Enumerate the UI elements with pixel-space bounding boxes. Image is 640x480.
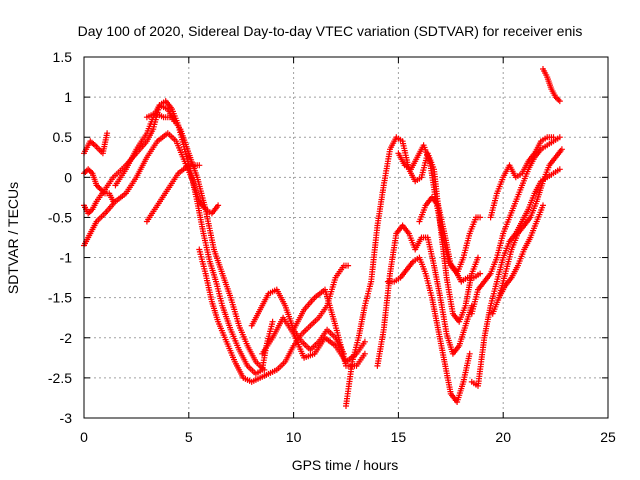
data-series bbox=[259, 314, 368, 365]
data-series bbox=[143, 110, 268, 373]
x-tick-label: 0 bbox=[80, 429, 88, 445]
x-tick-label: 15 bbox=[391, 429, 407, 445]
y-tick-label: -2.5 bbox=[48, 370, 72, 386]
data-marks-layer bbox=[81, 66, 565, 409]
data-series bbox=[487, 134, 557, 221]
data-point bbox=[477, 214, 484, 221]
data-series bbox=[374, 222, 475, 369]
data-point bbox=[475, 254, 481, 261]
data-point bbox=[555, 96, 562, 103]
data-point bbox=[261, 366, 268, 373]
y-tick-label: 0.5 bbox=[53, 129, 73, 145]
chart-title: Day 100 of 2020, Sidereal Day-to-day VTE… bbox=[78, 23, 583, 39]
y-tick-label: -2 bbox=[60, 330, 73, 346]
y-tick-label: 0 bbox=[64, 169, 72, 185]
x-tick-label: 25 bbox=[600, 429, 616, 445]
data-point bbox=[477, 270, 484, 277]
x-axis-label: GPS time / hours bbox=[292, 457, 399, 473]
y-tick-label: -0.5 bbox=[48, 209, 72, 225]
data-series bbox=[468, 134, 563, 317]
x-tick-label: 20 bbox=[495, 429, 511, 445]
data-series bbox=[416, 194, 484, 277]
data-point bbox=[104, 130, 111, 137]
y-tick-label: -3 bbox=[60, 410, 73, 426]
data-series bbox=[540, 66, 563, 105]
y-tick-label: 1.5 bbox=[53, 49, 73, 65]
data-point bbox=[556, 134, 563, 141]
y-tick-label: -1 bbox=[60, 250, 73, 266]
data-point bbox=[540, 202, 546, 209]
y-tick-label: 1 bbox=[64, 89, 72, 105]
plot-frame bbox=[83, 56, 609, 419]
data-point bbox=[269, 318, 276, 325]
data-series bbox=[112, 98, 276, 377]
data-series bbox=[489, 146, 565, 317]
data-point bbox=[558, 146, 565, 153]
data-series bbox=[81, 130, 111, 157]
data-point bbox=[556, 98, 563, 105]
data-point bbox=[550, 134, 557, 141]
data-point bbox=[345, 262, 352, 269]
data-series bbox=[290, 286, 368, 369]
data-point bbox=[556, 166, 563, 173]
data-series bbox=[143, 162, 203, 225]
data-point bbox=[361, 338, 368, 345]
data-point bbox=[215, 202, 222, 209]
y-tick-label: -1.5 bbox=[48, 290, 72, 306]
data-series bbox=[384, 254, 473, 405]
data-series bbox=[81, 166, 117, 205]
axes-layer: 0 5 10 15 20 25 -3 -2.5 -2 -1.5 -1 -0.5 0 0.5 1 1.5 bbox=[48, 49, 616, 445]
data-point bbox=[466, 350, 473, 357]
data-point bbox=[361, 350, 368, 357]
y-axis-label: SDTVAR / TECUs bbox=[5, 182, 21, 294]
data-series bbox=[496, 202, 546, 301]
x-tick-label: 5 bbox=[185, 429, 193, 445]
data-point bbox=[196, 162, 203, 169]
x-tick-label: 10 bbox=[286, 429, 302, 445]
